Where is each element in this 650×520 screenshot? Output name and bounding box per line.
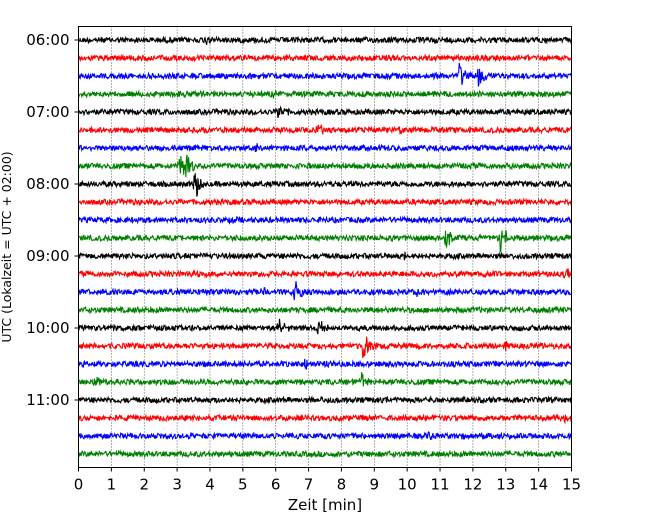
y-tick-label: 11:00 bbox=[26, 391, 69, 409]
x-axis: 0 1 2 3 4 5 6 7 8 9 10 11 12 13 14 15 bbox=[74, 467, 581, 494]
seismogram-trace bbox=[78, 449, 572, 459]
seismogram-trace bbox=[77, 431, 572, 441]
x-tick-label: 11 bbox=[430, 476, 449, 494]
x-tick-label: 7 bbox=[304, 476, 314, 494]
seismogram-trace bbox=[77, 268, 573, 279]
seismogram-trace bbox=[78, 395, 573, 405]
seismogram-trace bbox=[78, 105, 573, 118]
y-tick-label: 10:00 bbox=[26, 319, 69, 337]
x-tick-label: 13 bbox=[496, 476, 515, 494]
seismogram-trace bbox=[77, 358, 573, 370]
x-tick-label: 10 bbox=[398, 476, 417, 494]
seismogram-trace bbox=[78, 143, 573, 153]
y-tick-label: 06:00 bbox=[26, 31, 69, 49]
x-tick-label: 0 bbox=[74, 476, 84, 494]
seismogram-trace bbox=[77, 318, 573, 335]
x-tick-label: 5 bbox=[238, 476, 248, 494]
seismogram-trace bbox=[77, 251, 572, 261]
x-tick-label: 8 bbox=[337, 476, 347, 494]
plot-frame bbox=[78, 26, 572, 468]
y-tick-label: 09:00 bbox=[26, 247, 69, 265]
seismogram-trace bbox=[77, 305, 572, 315]
x-tick-label: 12 bbox=[463, 476, 482, 494]
seismogram-trace bbox=[78, 372, 573, 387]
seismogram-trace bbox=[77, 281, 572, 301]
x-tick-label: 1 bbox=[107, 476, 117, 494]
y-axis-label: UTC (Lokalzeit = UTC + 02:00) bbox=[0, 151, 14, 342]
seismogram-trace bbox=[78, 173, 573, 197]
seismogram-trace bbox=[77, 413, 572, 425]
x-tick-label: 3 bbox=[172, 476, 182, 494]
seismogram-trace bbox=[78, 229, 573, 253]
x-tick-label: 4 bbox=[205, 476, 215, 494]
x-tick-label: 9 bbox=[370, 476, 380, 494]
seismogram-trace bbox=[78, 35, 573, 45]
x-tick-label: 2 bbox=[139, 476, 149, 494]
seismogram-trace bbox=[78, 62, 573, 87]
seismogram-trace bbox=[77, 154, 573, 178]
x-axis-label: Zeit [min] bbox=[288, 496, 362, 514]
trace-group bbox=[77, 35, 573, 459]
seismogram-trace bbox=[78, 124, 572, 136]
x-tick-label: 6 bbox=[271, 476, 281, 494]
seismogram-trace bbox=[77, 197, 573, 207]
y-tick-label: 07:00 bbox=[26, 103, 69, 121]
x-tick-label: 14 bbox=[529, 476, 548, 494]
seismogram-trace bbox=[77, 215, 573, 226]
y-tick-label: 08:00 bbox=[26, 175, 69, 193]
x-tick-label: 15 bbox=[562, 476, 581, 494]
seismogram-trace bbox=[77, 89, 573, 100]
seismogram-trace bbox=[78, 336, 572, 359]
seismogram-trace bbox=[77, 53, 573, 63]
y-axis: 06:00 07:00 08:00 09:00 10:00 11:00 bbox=[26, 31, 79, 409]
